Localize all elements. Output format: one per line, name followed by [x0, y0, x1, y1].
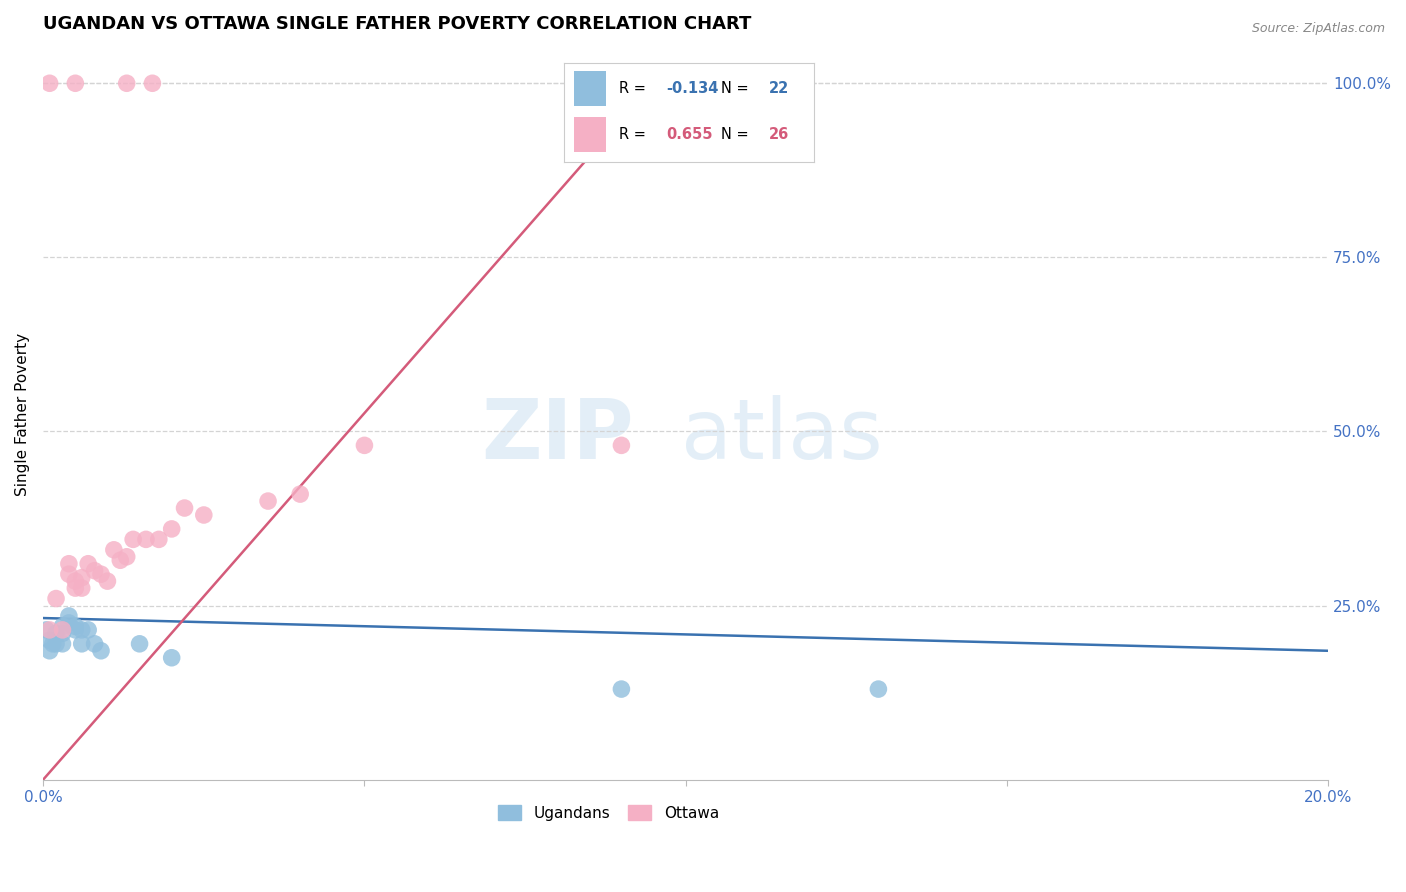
Point	[103, 542, 125, 557]
Point	[38, 76, 60, 90]
Point	[45, 591, 67, 606]
Point	[45, 637, 67, 651]
Point	[135, 533, 157, 547]
Text: ZIP: ZIP	[481, 395, 634, 476]
Point	[868, 682, 890, 697]
Point	[257, 494, 280, 508]
Point	[77, 557, 100, 571]
Point	[51, 619, 73, 633]
Point	[83, 637, 105, 651]
Point	[70, 637, 93, 651]
Point	[141, 76, 163, 90]
Point	[70, 581, 93, 595]
Point	[38, 633, 60, 648]
Point	[65, 619, 87, 633]
Point	[58, 615, 80, 630]
Point	[77, 623, 100, 637]
Point	[115, 549, 138, 564]
Point	[45, 626, 67, 640]
Point	[148, 533, 170, 547]
Point	[65, 76, 87, 90]
Point	[110, 553, 132, 567]
Point	[58, 567, 80, 582]
Point	[51, 626, 73, 640]
Point	[83, 564, 105, 578]
Point	[610, 438, 633, 452]
Point	[90, 644, 112, 658]
Point	[96, 574, 118, 589]
Point	[115, 76, 138, 90]
Text: Source: ZipAtlas.com: Source: ZipAtlas.com	[1251, 22, 1385, 36]
Y-axis label: Single Father Poverty: Single Father Poverty	[15, 333, 30, 496]
Point	[128, 637, 150, 651]
Point	[38, 623, 60, 637]
Point	[58, 557, 80, 571]
Point	[90, 567, 112, 582]
Point	[38, 644, 60, 658]
Point	[58, 609, 80, 624]
Point	[51, 623, 73, 637]
Point	[353, 438, 375, 452]
Point	[65, 574, 87, 589]
Point	[65, 581, 87, 595]
Point	[70, 623, 93, 637]
Point	[173, 501, 195, 516]
Point	[70, 571, 93, 585]
Point	[51, 637, 73, 651]
Point	[35, 623, 58, 637]
Point	[290, 487, 312, 501]
Text: UGANDAN VS OTTAWA SINGLE FATHER POVERTY CORRELATION CHART: UGANDAN VS OTTAWA SINGLE FATHER POVERTY …	[44, 15, 752, 33]
Point	[65, 623, 87, 637]
Point	[160, 522, 183, 536]
Legend: Ugandans, Ottawa: Ugandans, Ottawa	[492, 798, 725, 827]
Point	[193, 508, 215, 522]
Point	[122, 533, 145, 547]
Point	[610, 682, 633, 697]
Point	[42, 637, 65, 651]
Point	[160, 650, 183, 665]
Text: atlas: atlas	[681, 395, 883, 476]
